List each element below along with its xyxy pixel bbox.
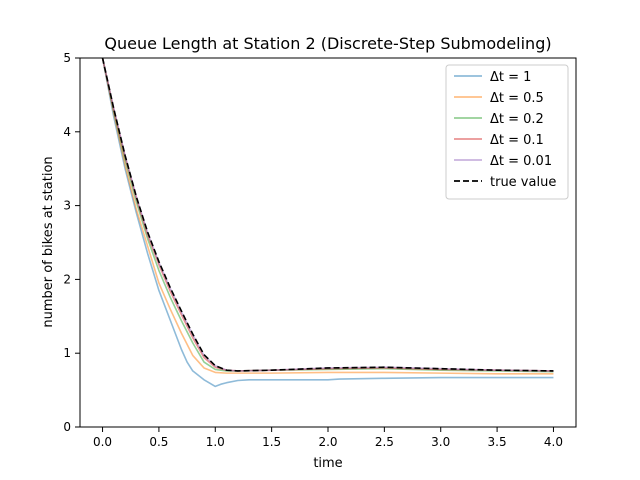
y-tick-label: 0 (63, 420, 71, 434)
x-tick-label: 3.5 (488, 435, 507, 449)
x-tick-label: 3.0 (431, 435, 450, 449)
legend-label: Δt = 1 (490, 70, 531, 85)
x-tick-label: 0.0 (93, 435, 112, 449)
series-line-2 (101, 58, 554, 375)
y-tick-label: 4 (63, 125, 71, 139)
x-tick-label: 0.5 (149, 435, 168, 449)
y-axis: 0 1 2 3 4 5 (63, 51, 80, 434)
legend-label: Δt = 0.5 (490, 91, 544, 106)
x-axis-label: time (313, 456, 342, 471)
series-line-1 (101, 58, 554, 388)
y-axis-label: number of bikes at station (41, 156, 56, 327)
y-tick-label: 5 (63, 51, 71, 65)
legend-label: Δt = 0.1 (490, 133, 544, 148)
x-tick-label: 1.0 (206, 435, 225, 449)
legend-label: Δt = 0.01 (490, 154, 552, 169)
legend-label: Δt = 0.2 (490, 112, 544, 127)
x-tick-label: 4.0 (544, 435, 563, 449)
legend-box (445, 64, 569, 200)
x-tick-label: 2.0 (318, 435, 337, 449)
chart-title: Queue Length at Station 2 (Discrete-Step… (104, 34, 551, 53)
y-tick-label: 3 (63, 199, 71, 213)
legend: Δt = 1 Δt = 0.5 Δt = 0.2 Δt = 0.1 Δt = 0.01 t… (445, 64, 569, 200)
y-tick-label: 1 (63, 346, 71, 360)
y-tick-label: 2 (63, 272, 71, 286)
x-axis: 0.0 0.5 1.0 1.5 2.0 2.5 3.0 3.5 4.0 (93, 427, 563, 449)
x-tick-label: 1.5 (262, 435, 281, 449)
series-line-6 (101, 58, 554, 372)
legend-label: true value (490, 175, 556, 190)
series-group (101, 58, 554, 388)
x-tick-label: 2.5 (375, 435, 394, 449)
